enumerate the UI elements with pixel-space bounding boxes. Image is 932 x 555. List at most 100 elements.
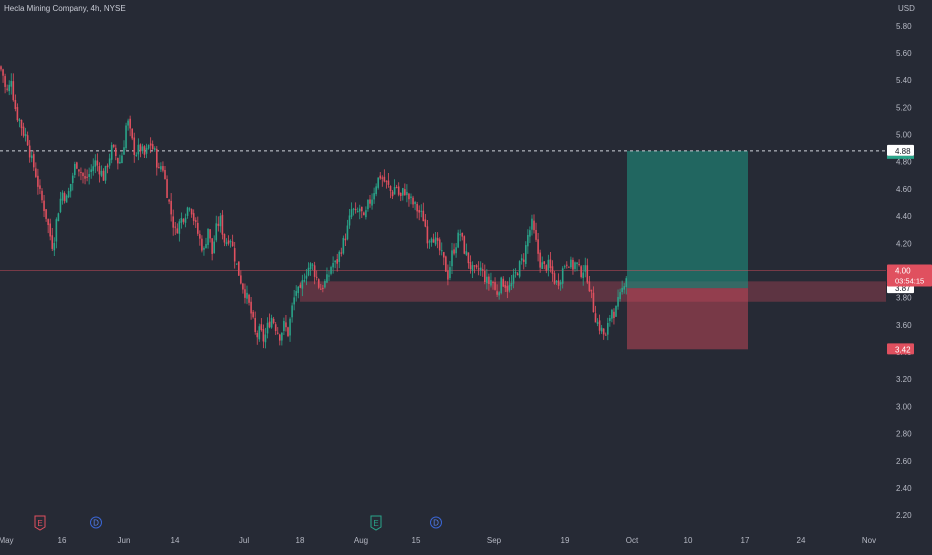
resistance-price-tag <box>887 144 914 156</box>
candle <box>285 322 287 328</box>
candle <box>512 274 515 284</box>
candle <box>127 120 129 126</box>
candle <box>531 218 533 230</box>
dividend-icon <box>90 516 102 529</box>
candle <box>309 263 312 270</box>
candle <box>623 286 625 290</box>
candle <box>30 155 33 159</box>
y-tick-label: 2.40 <box>896 484 912 493</box>
candle <box>406 191 408 196</box>
y-tick-label: 3.80 <box>896 294 912 303</box>
candle <box>447 270 449 280</box>
candle <box>115 147 117 157</box>
candle <box>463 236 466 254</box>
candle <box>418 210 420 213</box>
candle <box>611 309 613 319</box>
x-tick-label: Jun <box>118 536 131 545</box>
candle <box>6 88 8 90</box>
candle <box>449 267 451 279</box>
earnings-marker: E <box>34 515 46 531</box>
candle <box>14 99 17 109</box>
candle <box>477 268 480 270</box>
candle <box>35 168 37 177</box>
y-tick-label: 2.80 <box>896 430 912 439</box>
candle <box>281 332 283 341</box>
candle <box>96 160 99 166</box>
x-tick-label: Jul <box>239 536 249 545</box>
candle <box>590 289 593 292</box>
candle <box>2 69 4 76</box>
candle <box>498 292 500 296</box>
candle <box>443 252 445 258</box>
candle <box>4 76 6 87</box>
candle <box>574 262 576 269</box>
candle <box>244 289 246 298</box>
candle <box>549 259 552 269</box>
candle <box>258 326 261 340</box>
candle <box>420 210 423 212</box>
candle <box>500 277 502 294</box>
candle <box>619 292 621 300</box>
candle <box>98 166 101 175</box>
y-tick-label: 4.40 <box>896 212 912 221</box>
candle <box>110 145 113 160</box>
candle <box>432 239 435 243</box>
candle <box>166 179 168 199</box>
candle <box>334 260 336 263</box>
candle <box>494 282 496 290</box>
candle <box>12 81 15 101</box>
candle <box>365 210 367 218</box>
candle <box>145 148 148 154</box>
candle <box>367 199 369 210</box>
resistance-price-label: 4.88 <box>895 147 911 156</box>
candle <box>430 238 433 243</box>
candle <box>147 145 150 149</box>
candle <box>264 334 267 343</box>
candle <box>102 170 105 181</box>
candle <box>182 219 185 222</box>
candle <box>76 162 78 169</box>
candle <box>408 193 410 200</box>
x-tick-label: 14 <box>171 536 180 545</box>
candle <box>22 126 25 136</box>
candle <box>194 220 197 222</box>
candle <box>541 262 543 269</box>
candle <box>617 297 619 307</box>
candle <box>283 320 285 331</box>
candle <box>553 273 556 284</box>
candle <box>63 193 66 202</box>
candle <box>561 268 564 284</box>
candle <box>184 217 187 223</box>
candle <box>361 206 363 212</box>
candle <box>625 278 628 288</box>
candle <box>402 188 404 196</box>
candle <box>342 237 345 254</box>
stop-price-tag <box>887 343 914 355</box>
candle <box>568 266 570 268</box>
candle <box>78 169 80 172</box>
x-tick-label: May <box>0 536 14 545</box>
candle <box>397 186 400 195</box>
candle <box>61 192 64 201</box>
candle <box>539 252 541 268</box>
candle <box>389 186 392 192</box>
candle <box>188 208 191 210</box>
candle <box>545 265 548 271</box>
zone-price-label: 3.87 <box>895 284 911 293</box>
currency-label: USD <box>898 4 915 13</box>
candle <box>373 193 375 200</box>
candle <box>399 192 402 196</box>
candle <box>74 163 76 175</box>
candle <box>227 240 230 244</box>
candle <box>566 264 568 266</box>
candle <box>301 280 304 289</box>
candle <box>313 265 316 277</box>
candle <box>426 226 429 244</box>
candle <box>272 318 275 323</box>
candle <box>438 239 441 251</box>
candle <box>563 266 566 268</box>
candle <box>160 166 162 170</box>
candle <box>465 251 468 255</box>
